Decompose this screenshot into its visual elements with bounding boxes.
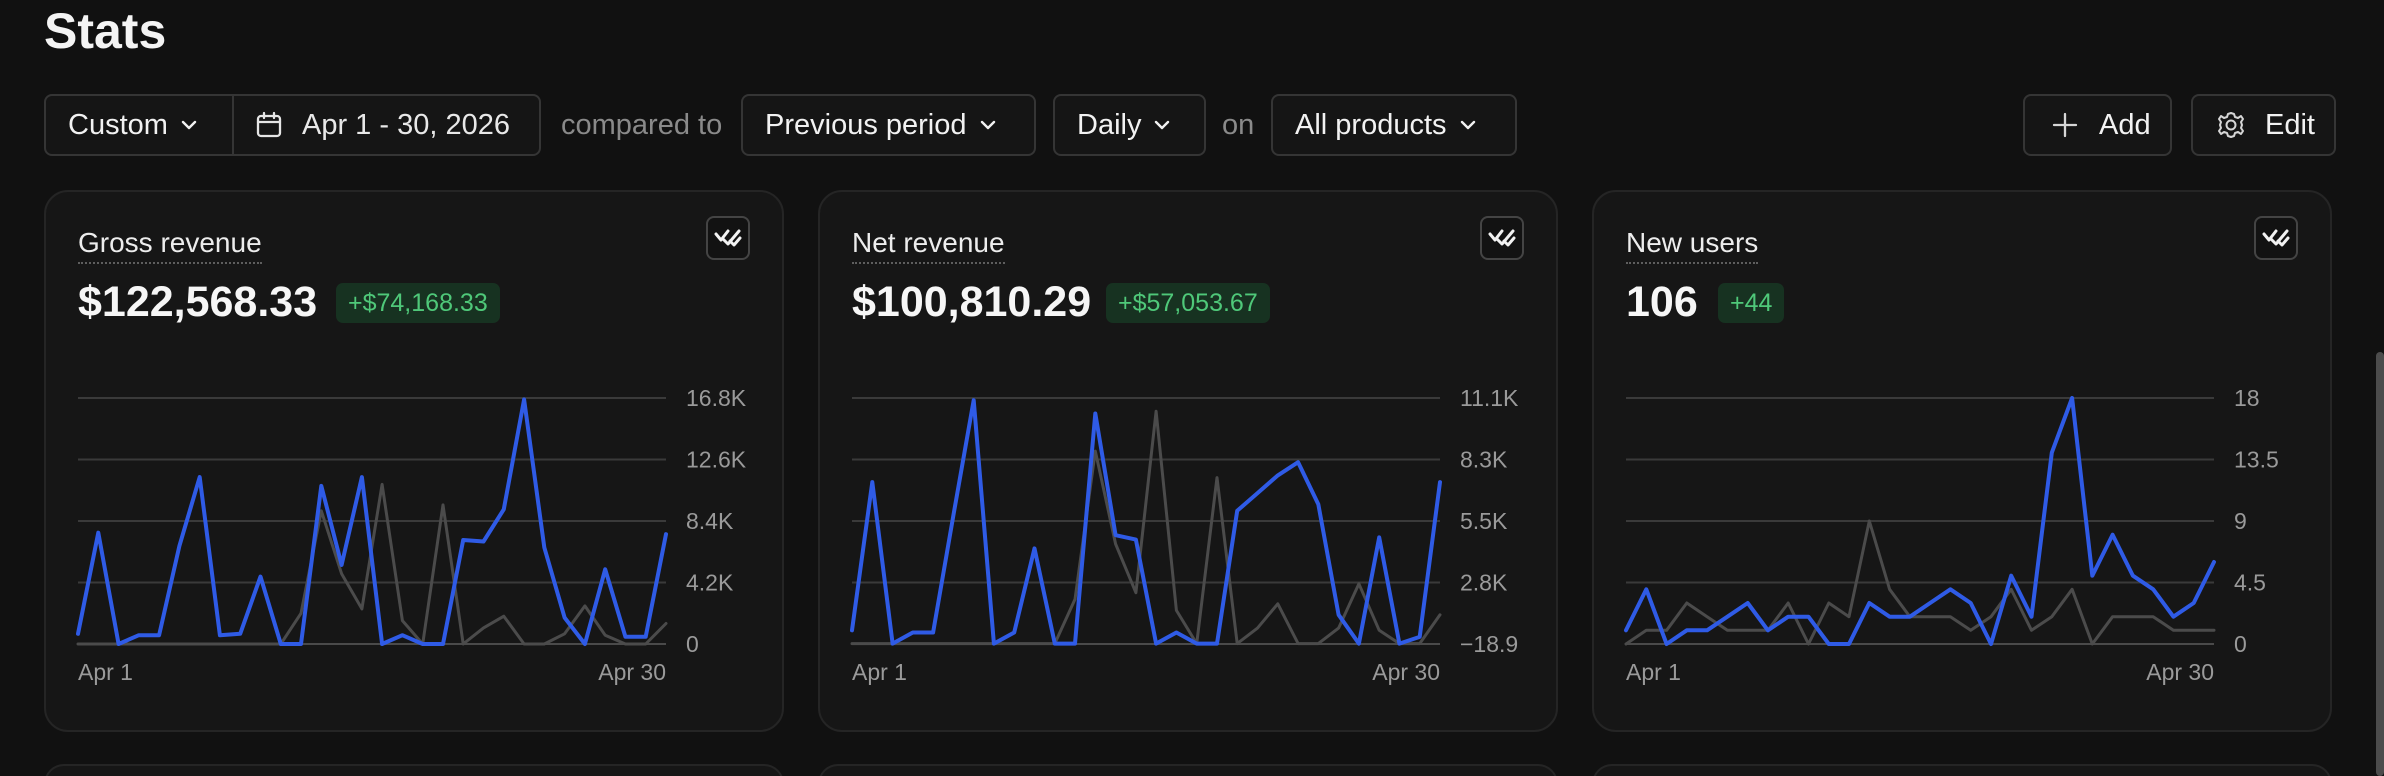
card-menu-button[interactable]: [706, 216, 750, 260]
lower-card-edge: [1592, 764, 2332, 776]
card-title[interactable]: New users: [1626, 226, 1759, 264]
card-value: $122,568.33: [78, 278, 318, 326]
y-tick-label: −18.9: [1460, 631, 1518, 657]
card-value: $100,810.29: [852, 278, 1092, 326]
card-value: 106: [1626, 278, 1698, 326]
y-tick-label: 12.6K: [686, 447, 747, 473]
y-tick-label: 8.4K: [686, 508, 734, 534]
chevron-down-icon: [1155, 120, 1170, 130]
delta-badge: +44: [1718, 283, 1785, 323]
products-label: All products: [1295, 109, 1447, 141]
vertical-scrollbar[interactable]: [2376, 352, 2384, 776]
y-tick-label: 4.2K: [686, 570, 734, 596]
y-tick-label: 2.8K: [1460, 570, 1508, 596]
y-tick-label: 0: [2234, 631, 2247, 657]
y-tick-label: 13.5: [2234, 447, 2279, 473]
card-title[interactable]: Net revenue: [852, 226, 1005, 264]
checkmark-stack-icon: [1488, 229, 1516, 247]
new-users-card: New users 106 +44 18 13.5 9 4.5 0 Apr 1 Apr 30: [1592, 190, 2332, 732]
add-button[interactable]: Add: [2023, 94, 2172, 156]
lower-card-edge: [818, 764, 1558, 776]
checkmark-stack-icon: [2262, 229, 2290, 247]
x-tick-label: Apr 1: [852, 659, 907, 685]
calendar-icon: [256, 111, 282, 138]
filter-toolbar: Custom Apr 1 - 30, 2026 compared to Prev…: [44, 94, 2336, 158]
gross-revenue-chart: 16.8K 12.6K 8.4K 4.2K 0 Apr 1 Apr 30: [76, 385, 747, 685]
edit-label: Edit: [2265, 109, 2315, 141]
page-title: Stats: [44, 3, 167, 59]
on-text: on: [1222, 109, 1255, 141]
net-revenue-card: Net revenue $100,810.29 +$57,053.67 11.1…: [818, 190, 1558, 732]
range-preset-label: Custom: [68, 109, 168, 141]
previous-period-series-line: [1624, 519, 2216, 646]
checkmark-stack-icon: [714, 229, 742, 247]
gross-revenue-card: Gross revenue $122,568.33 +$74,168.33 16…: [44, 190, 784, 732]
current-period-series-line: [850, 398, 1442, 646]
current-period-series-line: [1624, 396, 2216, 646]
lower-card-edge: [44, 764, 784, 776]
card-title[interactable]: Gross revenue: [78, 226, 262, 264]
date-range-label: Apr 1 - 30, 2026: [302, 109, 510, 141]
y-tick-label: 11.1K: [1460, 385, 1519, 411]
chevron-down-icon: [181, 120, 197, 130]
x-tick-label: Apr 30: [2146, 659, 2214, 685]
x-tick-label: Apr 1: [1626, 659, 1681, 685]
plus-icon: [2052, 112, 2078, 138]
chevron-down-icon: [980, 120, 995, 130]
previous-period-series-line: [850, 409, 1442, 646]
card-menu-button[interactable]: [1480, 216, 1524, 260]
date-range-control: Custom Apr 1 - 30, 2026: [44, 94, 541, 156]
y-tick-label: 5.5K: [1460, 508, 1508, 534]
edit-button[interactable]: Edit: [2191, 94, 2336, 156]
y-tick-label: 0: [686, 631, 699, 657]
new-users-chart: 18 13.5 9 4.5 0 Apr 1 Apr 30: [1624, 385, 2279, 685]
interval-label: Daily: [1077, 109, 1142, 141]
card-menu-button[interactable]: [2254, 216, 2298, 260]
range-preset-select[interactable]: Custom: [46, 96, 234, 154]
comparison-select[interactable]: Previous period: [741, 94, 1036, 156]
delta-badge: +$74,168.33: [336, 283, 500, 323]
delta-badge: +$57,053.67: [1106, 283, 1270, 323]
x-tick-label: Apr 30: [598, 659, 666, 685]
y-tick-label: 8.3K: [1460, 447, 1508, 473]
products-select[interactable]: All products: [1271, 94, 1517, 156]
add-label: Add: [2099, 109, 2151, 141]
current-period-series-line: [76, 397, 668, 646]
y-tick-label: 18: [2234, 385, 2260, 411]
gear-icon: [2218, 112, 2244, 138]
y-tick-label: 9: [2234, 508, 2247, 534]
compared-to-text: compared to: [561, 109, 723, 141]
comparison-label: Previous period: [765, 109, 967, 141]
y-tick-label: 4.5: [2234, 570, 2266, 596]
net-revenue-chart: 11.1K 8.3K 5.5K 2.8K −18.9 Apr 1 Apr 30: [850, 385, 1519, 685]
chevron-down-icon: [1460, 120, 1475, 130]
x-tick-label: Apr 1: [78, 659, 133, 685]
date-range-button[interactable]: Apr 1 - 30, 2026: [234, 96, 510, 154]
interval-select[interactable]: Daily: [1053, 94, 1206, 156]
x-tick-label: Apr 30: [1372, 659, 1440, 685]
y-tick-label: 16.8K: [686, 385, 747, 411]
